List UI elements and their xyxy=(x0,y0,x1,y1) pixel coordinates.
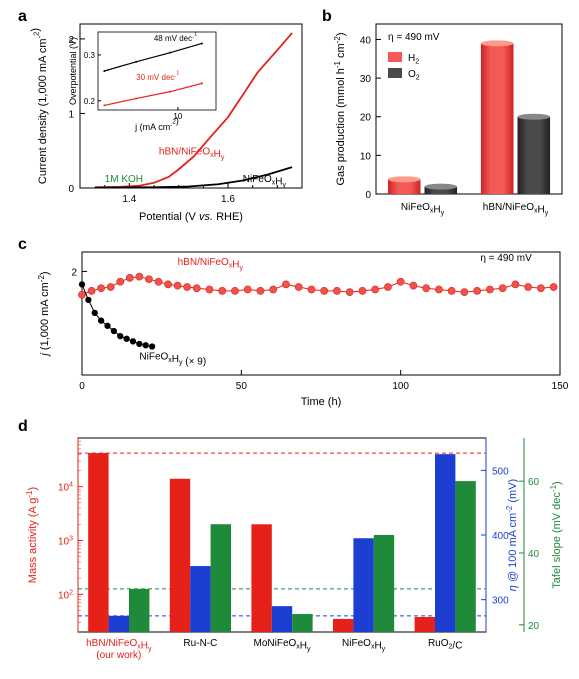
panel-a-label: a xyxy=(18,8,27,26)
svg-text:0.2: 0.2 xyxy=(84,97,96,106)
svg-text:η @ 100 mA cm-2 (mV): η @ 100 mA cm-2 (mV) xyxy=(505,479,519,591)
svg-text:30: 30 xyxy=(360,74,372,85)
svg-text:Time (h): Time (h) xyxy=(301,396,342,408)
svg-text:1.4: 1.4 xyxy=(122,194,136,205)
svg-text:30 mV dec-1: 30 mV dec-1 xyxy=(136,71,179,83)
svg-text:η = 490 mV: η = 490 mV xyxy=(480,253,532,264)
svg-text:1: 1 xyxy=(68,109,74,120)
svg-text:150: 150 xyxy=(552,381,569,392)
svg-text:10: 10 xyxy=(360,151,372,162)
svg-text:103: 103 xyxy=(58,535,73,547)
svg-text:50: 50 xyxy=(236,381,248,392)
svg-text:NiFeOxHy (× 9): NiFeOxHy (× 9) xyxy=(139,351,206,367)
panel-d: 102103104300400500204060hBN/NiFeOxHy(our… xyxy=(20,432,572,672)
svg-text:Current density (1,000 mA cm-2: Current density (1,000 mA cm-2) xyxy=(30,28,49,184)
panel-c-label: c xyxy=(18,236,27,254)
svg-text:Ru-N-C: Ru-N-C xyxy=(183,638,217,649)
svg-text:0.3: 0.3 xyxy=(84,51,96,60)
svg-text:Overpotential (V): Overpotential (V) xyxy=(68,37,78,105)
svg-text:60: 60 xyxy=(528,477,540,488)
svg-text:102: 102 xyxy=(58,589,73,601)
svg-text:j (1,000 mA cm-2): j (1,000 mA cm-2) xyxy=(37,271,51,357)
svg-text:Potential (V vs. RHE): Potential (V vs. RHE) xyxy=(139,211,243,223)
svg-text:NiFeOxHy: NiFeOxHy xyxy=(243,174,287,189)
svg-text:104: 104 xyxy=(58,482,73,494)
svg-text:(our work): (our work) xyxy=(96,650,141,661)
panel-b: 0 10 20 30 40 NiFeOxHy hBN/NiFeOxHy H2 O2 η = 490… xyxy=(330,16,570,226)
svg-text:2: 2 xyxy=(71,267,77,278)
svg-text:j (mA cm-2): j (mA cm-2) xyxy=(134,116,179,132)
svg-text:1.6: 1.6 xyxy=(221,194,235,205)
svg-text:48 mV dec-1: 48 mV dec-1 xyxy=(154,32,197,44)
svg-text:20: 20 xyxy=(360,113,372,124)
svg-text:hBN/NiFeOxHy: hBN/NiFeOxHy xyxy=(483,202,549,217)
svg-text:MoNiFeOxHy: MoNiFeOxHy xyxy=(253,638,311,653)
svg-text:1M KOH: 1M KOH xyxy=(105,174,143,185)
svg-text:Tafel slope (mV dec-1): Tafel slope (mV dec-1) xyxy=(549,481,563,588)
svg-text:O2: O2 xyxy=(408,69,420,82)
svg-text:0: 0 xyxy=(365,190,371,201)
svg-text:H2: H2 xyxy=(408,53,419,66)
svg-text:0: 0 xyxy=(79,381,85,392)
svg-text:0: 0 xyxy=(68,184,74,195)
panel-c: 0 50 100 150 2 hBN/NiFeOxHy NiFeOxHy (× 9) η = … xyxy=(30,246,570,411)
svg-text:500: 500 xyxy=(492,466,509,477)
svg-text:NiFeOxHy: NiFeOxHy xyxy=(401,202,445,217)
svg-text:Mass activity (A g-1): Mass activity (A g-1) xyxy=(25,487,39,583)
svg-text:40: 40 xyxy=(360,35,372,46)
svg-text:300: 300 xyxy=(492,596,509,607)
svg-text:NiFeOxHy: NiFeOxHy xyxy=(342,638,386,653)
svg-text:RuO2/C: RuO2/C xyxy=(428,638,463,652)
svg-text:40: 40 xyxy=(528,549,540,560)
svg-text:hBN/NiFeOxHy: hBN/NiFeOxHy xyxy=(178,257,244,272)
svg-text:η = 490 mV: η = 490 mV xyxy=(388,32,440,43)
svg-text:20: 20 xyxy=(528,621,540,632)
panel-a: 1.41.6012hBN/NiFeOxHy1M KOHNiFeOxHyCurre… xyxy=(30,16,310,226)
svg-text:100: 100 xyxy=(392,381,409,392)
svg-text:Gas production (mmol h-1 cm-2): Gas production (mmol h-1 cm-2) xyxy=(333,32,347,185)
